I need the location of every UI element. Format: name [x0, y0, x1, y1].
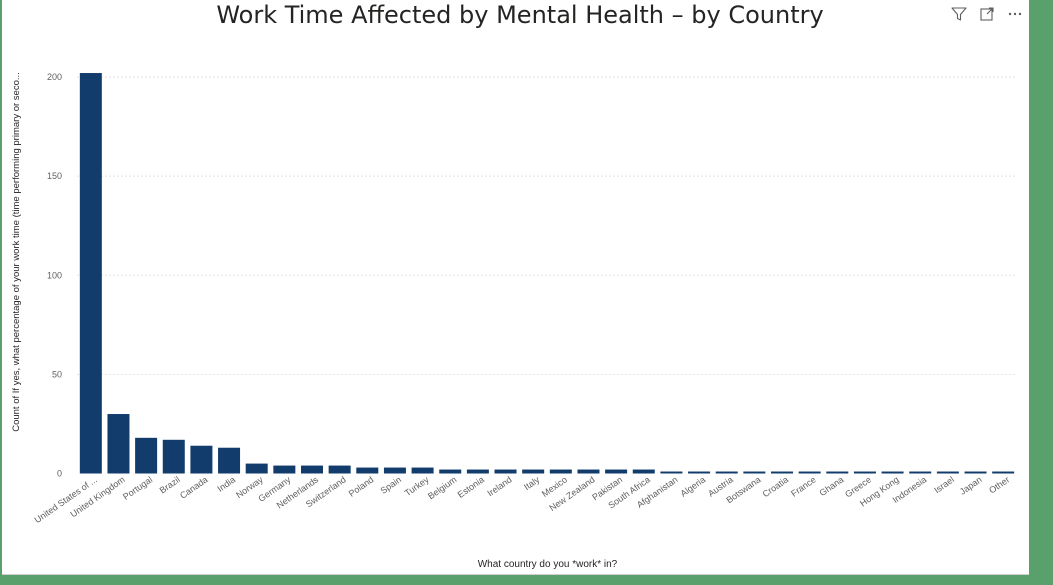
x-axis-ticks: United States of ...United KingdomPortug…: [33, 474, 1012, 525]
bar[interactable]: [549, 469, 572, 474]
bar[interactable]: [439, 469, 462, 474]
bar[interactable]: [107, 414, 130, 474]
x-tick-label: Algeria: [679, 474, 708, 498]
x-tick-label: Israel: [932, 474, 956, 495]
filter-icon[interactable]: [950, 5, 968, 23]
x-tick-label: Croatia: [761, 474, 791, 499]
y-tick-label: 0: [57, 469, 62, 479]
bar[interactable]: [190, 445, 213, 474]
bar[interactable]: [964, 471, 987, 474]
focus-mode-icon[interactable]: [978, 5, 996, 23]
visual-header-icons: [950, 4, 1024, 24]
bar[interactable]: [301, 465, 323, 474]
bar[interactable]: [522, 469, 545, 474]
chart-title: Work Time Affected by Mental Health – by…: [216, 1, 824, 29]
bar[interactable]: [218, 447, 241, 474]
x-tick-label: France: [789, 474, 818, 498]
y-tick-label: 50: [52, 369, 62, 379]
frame-border-bottom: [0, 575, 1053, 585]
bar[interactable]: [826, 471, 849, 474]
bar[interactable]: [466, 469, 489, 474]
bar[interactable]: [245, 463, 268, 474]
bar[interactable]: [715, 471, 738, 474]
more-options-icon[interactable]: [1006, 5, 1024, 23]
x-tick-label: Portugal: [121, 474, 154, 501]
x-tick-label: Ireland: [485, 474, 513, 498]
bar[interactable]: [660, 471, 683, 474]
bar[interactable]: [577, 469, 600, 474]
bars: [79, 73, 1015, 474]
x-tick-label: Spain: [378, 474, 403, 495]
x-tick-label: Belgium: [426, 474, 458, 501]
x-tick-label: Poland: [347, 474, 376, 498]
x-tick-label: Estonia: [456, 474, 486, 499]
gridlines: [77, 76, 1017, 375]
bar[interactable]: [356, 467, 379, 474]
y-tick-label: 100: [47, 270, 62, 280]
bar[interactable]: [605, 469, 628, 474]
bar[interactable]: [909, 471, 932, 474]
x-tick-label: Italy: [522, 474, 542, 492]
x-tick-label: Japan: [958, 474, 984, 496]
frame-border-right: [1029, 0, 1053, 585]
y-tick-label: 200: [47, 72, 62, 82]
bar[interactable]: [771, 471, 793, 474]
bar[interactable]: [632, 469, 655, 474]
x-tick-label: Other: [987, 474, 1011, 495]
bar[interactable]: [135, 437, 158, 474]
bar[interactable]: [688, 471, 711, 474]
bar[interactable]: [79, 73, 102, 474]
bar[interactable]: [411, 467, 434, 474]
bar[interactable]: [494, 469, 517, 474]
bar[interactable]: [798, 471, 821, 474]
bar[interactable]: [743, 471, 766, 474]
x-axis-title: What country do you *work* in?: [477, 559, 618, 570]
x-tick-label: Canada: [178, 474, 210, 500]
bar[interactable]: [881, 471, 904, 474]
bar[interactable]: [383, 467, 406, 474]
y-tick-label: 150: [47, 171, 62, 181]
bar[interactable]: [273, 465, 296, 474]
bar[interactable]: [853, 471, 876, 474]
bar[interactable]: [936, 471, 959, 474]
bar[interactable]: [328, 465, 351, 474]
chart-card: [2, 0, 1029, 575]
bar[interactable]: [992, 471, 1015, 474]
x-tick-label: Ghana: [818, 474, 846, 498]
bar[interactable]: [162, 439, 185, 474]
y-axis-ticks: 0 50 100 150 200: [47, 72, 62, 479]
